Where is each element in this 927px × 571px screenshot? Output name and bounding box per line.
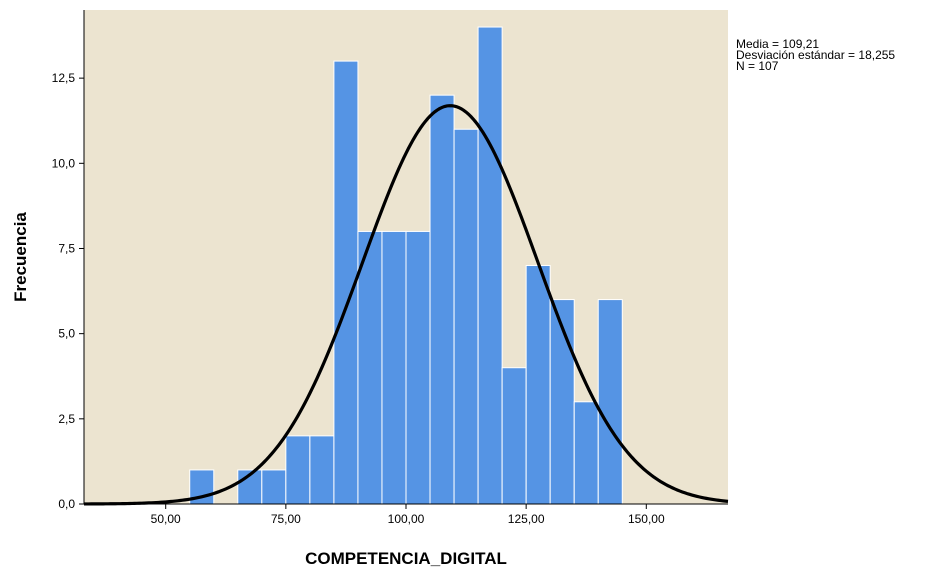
- histogram-bar: [285, 435, 311, 505]
- histogram-bar: [261, 469, 287, 505]
- histogram-bar: [405, 230, 431, 505]
- histogram-bar: [429, 94, 455, 505]
- y-tick-label: 0,0: [58, 497, 75, 511]
- histogram-bar: [453, 128, 479, 505]
- histogram-bar: [477, 26, 503, 505]
- histogram-bar: [549, 299, 575, 505]
- stats-line: N = 107: [736, 59, 779, 73]
- histogram-bars: [189, 26, 623, 505]
- histogram-bar: [309, 435, 335, 505]
- histogram-bar: [597, 299, 623, 505]
- histogram-bar: [501, 367, 527, 505]
- histogram-bar: [525, 265, 551, 505]
- histogram-bar: [381, 230, 407, 505]
- y-axis: 0,0 2,5 5,0 7,5 10,0 12,5: [52, 10, 85, 511]
- x-axis-title: COMPETENCIA_DIGITAL: [305, 549, 507, 568]
- normal-curve: [84, 104, 729, 506]
- x-tick-label: 75,00: [271, 512, 301, 526]
- x-tick-label: 125,00: [508, 512, 545, 526]
- stats-line: Media = 109,21: [736, 37, 819, 51]
- y-tick-label: 10,0: [52, 156, 76, 170]
- histogram-bar: [357, 230, 383, 505]
- stats-line: Desviación estándar = 18,255: [736, 48, 895, 62]
- x-tick-label: 150,00: [628, 512, 665, 526]
- y-axis-title: Frecuencia: [11, 212, 30, 302]
- x-tick-label: 50,00: [151, 512, 181, 526]
- y-tick-label: 5,0: [58, 327, 75, 341]
- y-tick-label: 2,5: [58, 412, 75, 426]
- y-tick-label: 12,5: [52, 71, 76, 85]
- histogram-bar: [573, 401, 599, 505]
- x-tick-label: 100,00: [388, 512, 425, 526]
- y-tick-label: 7,5: [58, 241, 75, 255]
- x-axis: 50,00 75,00 100,00 125,00 150,00: [84, 503, 728, 526]
